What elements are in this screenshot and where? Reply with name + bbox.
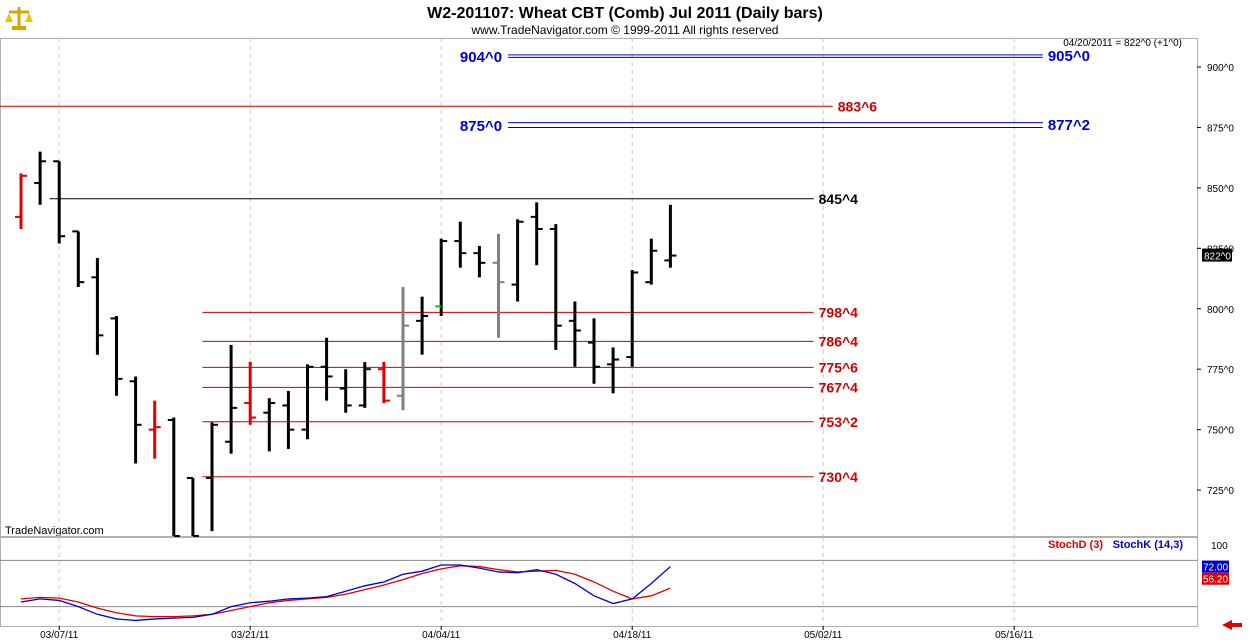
- x-tick-label: 03/21/11: [231, 630, 270, 641]
- level-label-right: 877^2: [1048, 117, 1090, 134]
- watermark: TradeNavigator.com: [5, 525, 104, 537]
- x-tick-label: 04/18/11: [613, 630, 652, 641]
- price-panel-frame: [0, 38, 1198, 537]
- level-label: 730^4: [819, 469, 859, 485]
- y-tick-label: 875^0: [1207, 123, 1234, 134]
- chart-subtitle: www.TradeNavigator.com © 1999-2011 All r…: [471, 23, 779, 37]
- scales-logo-icon[interactable]: [5, 6, 33, 30]
- y-tick-label: 800^0: [1207, 305, 1234, 316]
- last-price-marker: [1202, 248, 1232, 262]
- level-label: 786^4: [819, 333, 859, 349]
- quote-readout: 04/20/2011 = 822^0 (+1^0): [1063, 38, 1182, 49]
- scroll-left-arrow-icon[interactable]: [1218, 618, 1244, 632]
- level-label: 798^4: [819, 304, 859, 320]
- price-panel: 725^0750^0775^0800^0825^0850^0875^0900^0…: [0, 38, 1234, 537]
- stoch-value-label: 56.20: [1203, 575, 1228, 586]
- chart-title: W2-201107: Wheat CBT (Comb) Jul 2011 (Da…: [427, 5, 823, 22]
- y-tick-label: 850^0: [1207, 184, 1234, 195]
- x-tick-label: 03/07/11: [40, 630, 79, 641]
- level-label: 904^0: [460, 49, 502, 66]
- level-label: 767^4: [819, 379, 859, 395]
- level-label: 883^6: [838, 98, 878, 114]
- y-tick-label: 900^0: [1207, 63, 1234, 74]
- legend-stochk: StochK (14,3): [1113, 539, 1184, 551]
- last-price-label: 822^0: [1204, 252, 1231, 263]
- y-tick-label: 775^0: [1207, 365, 1234, 376]
- stochk-line: [20, 564, 671, 622]
- stoch-value-label: 72.00: [1203, 563, 1228, 574]
- y-tick-label: 750^0: [1207, 426, 1234, 437]
- x-tick-label: 05/02/11: [804, 630, 843, 641]
- legend-stochd: StochD (3): [1048, 539, 1103, 551]
- level-label: 753^2: [819, 414, 859, 430]
- stoch-y-tick-label: 100: [1211, 541, 1228, 552]
- stochd-line: [20, 565, 671, 618]
- y-tick-label: 725^0: [1207, 486, 1234, 497]
- stoch-panel-frame: [0, 537, 1198, 627]
- level-label: 875^0: [460, 118, 502, 135]
- stochastic-panel: 03/07/11 03/21/11 04/04/11 04/18/11 05/02/11…: [0, 537, 1229, 641]
- stoch-value-marker: [1202, 572, 1229, 585]
- level-label: 775^6: [819, 359, 859, 375]
- level-label: 845^4: [819, 191, 859, 207]
- x-tick-label: 04/04/11: [422, 630, 461, 641]
- stoch-value-marker: [1202, 560, 1229, 573]
- level-label-right: 905^0: [1048, 48, 1090, 65]
- x-tick-label: 05/16/11: [995, 630, 1034, 641]
